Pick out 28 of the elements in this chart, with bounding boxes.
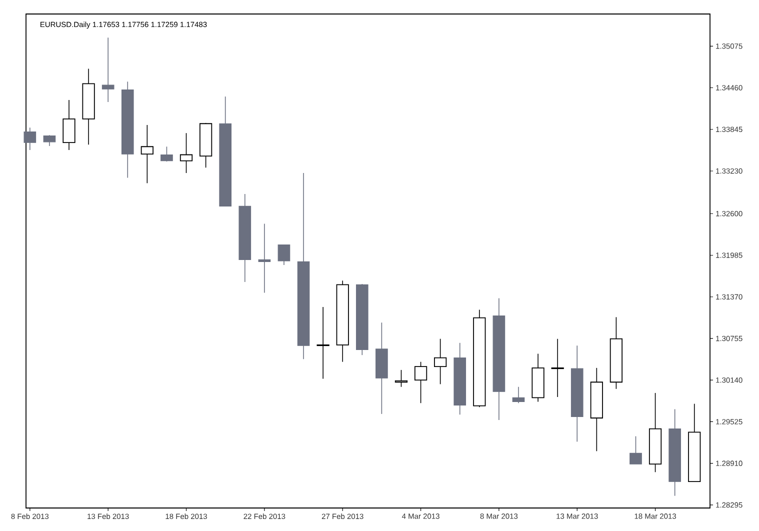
candlestick (140, 124, 154, 184)
candlestick (336, 280, 349, 362)
candlestick (258, 223, 271, 294)
candlestick (297, 172, 310, 360)
candlestick (454, 342, 466, 416)
candlestick (102, 37, 114, 102)
candlestick (356, 284, 368, 356)
candlestick (570, 345, 584, 442)
candlestick (238, 194, 252, 282)
candlestick (551, 338, 564, 398)
candlestick (512, 386, 525, 404)
candlestick (376, 322, 388, 414)
candlestick (688, 403, 701, 482)
candlestick (180, 132, 193, 174)
candlestick (630, 436, 642, 464)
candlestick (219, 96, 232, 206)
candlestick (43, 136, 56, 146)
candlestick (668, 408, 681, 496)
candlestick (492, 298, 506, 420)
candlestick (62, 100, 76, 150)
candlestick (121, 81, 134, 178)
candlestick (278, 244, 290, 266)
candlestick (590, 368, 603, 452)
candlestick (532, 353, 544, 402)
candlestick (82, 68, 95, 146)
candlestick (316, 306, 330, 380)
candlestick (24, 127, 36, 150)
candlestick (434, 338, 447, 385)
